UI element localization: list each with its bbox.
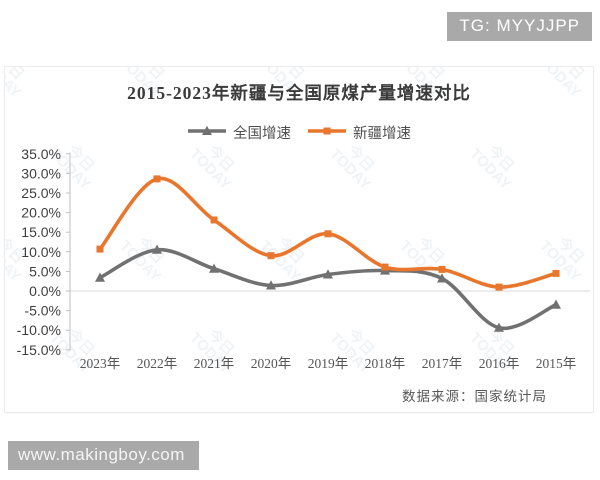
x-tick-label: 2023年 [80, 356, 121, 371]
legend-item-xinjiang: 新疆增速 [307, 122, 411, 143]
y-tick-label: -10.0% [17, 322, 61, 338]
series-line [98, 247, 558, 331]
y-tick-label: -15.0% [17, 342, 61, 358]
y-tick-label: 20.0% [21, 205, 61, 221]
chart-card: 今日 TODAY 今日 TODAY 今日 TODAY 今日 TODAY 今日 TODAY… [4, 66, 594, 413]
triangle-marker-icon [437, 273, 447, 283]
triangle-marker-icon [494, 322, 504, 332]
y-tick-label: 0.0% [29, 283, 61, 299]
triangle-marker-icon [551, 299, 561, 309]
x-tick-label: 2015年 [536, 356, 577, 371]
series-新疆增速 [96, 175, 560, 291]
xinjiang-line-sample-icon [307, 124, 347, 142]
square-marker-icon [267, 252, 275, 260]
y-tick-label: 35.0% [21, 146, 61, 162]
triangle-marker-icon [266, 280, 276, 290]
triangle-marker-icon [323, 269, 333, 279]
square-marker-icon [210, 216, 218, 224]
square-marker-icon [495, 283, 503, 291]
x-tick-label: 2022年 [137, 356, 178, 371]
y-tick-label: 30.0% [21, 165, 61, 181]
tg-badge: TG: MYYJJPP [447, 12, 592, 41]
square-marker-icon [381, 263, 389, 271]
x-tick-label: 2019年 [308, 356, 349, 371]
legend-item-national: 全国增速 [187, 122, 291, 143]
line-chart: 35.0% 30.0% 25.0% 20.0% 15.0% 10.0% 5.0% 0.0% -5… [17, 146, 590, 371]
triangle-marker-icon [152, 244, 162, 254]
square-marker-icon [324, 230, 332, 238]
square-marker-icon [438, 265, 446, 273]
data-source: 数据来源：国家统计局 [402, 389, 547, 404]
x-tick-label: 2017年 [422, 356, 463, 371]
square-marker-icon [552, 269, 560, 277]
chart-legend: 全国增速 新疆增速 [5, 122, 593, 143]
square-marker-icon [323, 127, 331, 134]
series-line [98, 176, 558, 289]
triangle-marker-icon [209, 263, 219, 273]
legend-label-xinjiang: 新疆增速 [353, 126, 411, 142]
x-tick-label: 2018年 [365, 356, 406, 371]
square-marker-icon [96, 245, 104, 253]
x-tick-label: 2021年 [194, 356, 235, 371]
y-tick-label: 15.0% [21, 224, 61, 240]
site-badge: www.makingboy.com [8, 441, 199, 470]
legend-label-national: 全国增速 [233, 126, 291, 142]
y-tick-label: 25.0% [21, 185, 61, 201]
chart-title: 2015-2023年新疆与全国原煤产量增速对比 [127, 83, 471, 103]
y-tick-label: -5.0% [24, 303, 61, 319]
square-marker-icon [153, 175, 161, 183]
national-line-sample-icon [187, 124, 227, 142]
y-tick-label: 10.0% [21, 244, 61, 260]
triangle-marker-icon [95, 272, 105, 282]
triangle-marker-icon [202, 125, 212, 135]
x-tick-label: 2016年 [479, 356, 520, 371]
series-全国增速 [95, 244, 561, 332]
x-tick-label: 2020年 [251, 356, 292, 371]
y-tick-label: 5.0% [29, 263, 61, 279]
